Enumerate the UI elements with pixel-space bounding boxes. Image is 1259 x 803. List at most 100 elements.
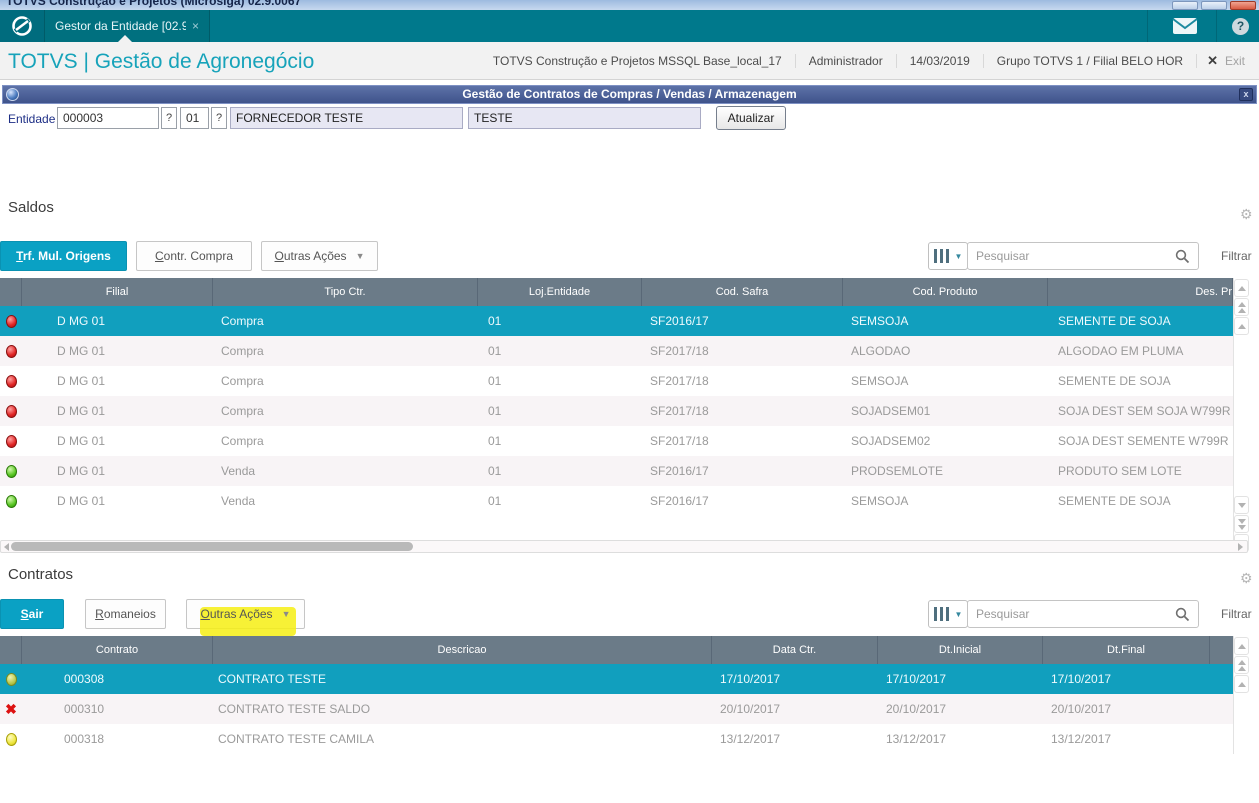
section-title-saldos: Saldos [8,199,54,216]
gear-icon[interactable]: ⚙ [1240,206,1253,222]
chevron-down-icon: ▼ [954,251,963,261]
scroll-up-button[interactable] [1234,675,1249,693]
scroll-page-down-button[interactable] [1234,515,1249,533]
status-red-icon [5,404,17,418]
minimize-button[interactable] [1172,1,1198,10]
vertical-scrollbar-contratos[interactable] [1233,636,1249,754]
exit-button[interactable]: ✕ Exit [1197,53,1255,69]
branch-label: Grupo TOTVS 1 / Filial BELO HOR [984,53,1198,68]
table-row[interactable]: 000318 CONTRATO TESTE CAMILA 13/12/2017 … [0,724,1233,754]
status-red-icon [5,374,17,388]
table-row[interactable]: D MG 01 Compra 01 SF2017/18 ALGODAO ALGO… [0,336,1233,366]
table-row[interactable]: D MG 01 Compra 01 SF2017/18 SEMSOJA SEME… [0,366,1233,396]
chevron-down-icon: ▼ [281,609,291,619]
tab-label: Gestor da Entidade [02.9.0067] [55,19,186,33]
scroll-down-button[interactable] [1234,496,1249,514]
entity-label: Entidade [8,112,56,126]
contratos-table-header: Contrato Descricao Data Ctr. Dt.Inicial … [0,636,1233,664]
tabbar-divider [1147,10,1148,42]
sair-button[interactable]: Sair [0,599,64,629]
chevron-down-icon: ▼ [954,609,963,619]
outras-acoes-button-saldos[interactable]: Outras Ações ▼ [261,241,378,271]
dialog-close-button[interactable]: x [1239,88,1253,101]
vertical-scrollbar-saldos[interactable] [1233,278,1249,553]
contratos-table: Contrato Descricao Data Ctr. Dt.Inicial … [0,636,1233,754]
help-icon[interactable]: ? [1222,10,1259,42]
header-cell-descricao[interactable]: Descricao [213,636,712,664]
table-row[interactable]: D MG 01 Compra 01 SF2017/18 SOJADSEM02 S… [0,426,1233,456]
status-red-icon [5,434,17,448]
search-input-saldos[interactable] [968,249,1175,263]
header-cell-status[interactable] [0,636,22,664]
environment-label: TOTVS Construção e Projetos MSSQL Base_l… [480,53,796,68]
table-row[interactable]: D MG 01 Venda 01 SF2016/17 SEMSOJA SEMEN… [0,486,1233,516]
saldos-table-header: Filial Tipo Ctr. Loj.Entidade Cod. Safra… [0,278,1233,306]
header-cell-dt-inicial[interactable]: Dt.Inicial [878,636,1043,664]
scroll-right-button[interactable] [1238,543,1243,551]
filter-link-contratos[interactable]: Filtrar [1221,607,1252,621]
maximize-button[interactable] [1201,1,1227,10]
header-cell-filial[interactable]: Filial [22,278,213,306]
saldos-table: Filial Tipo Ctr. Loj.Entidade Cod. Safra… [0,278,1233,516]
header-cell-data-ctr[interactable]: Data Ctr. [712,636,878,664]
scroll-page-up-button[interactable] [1234,656,1249,674]
tab-close-icon[interactable]: × [191,19,199,33]
highlight-annotation [200,607,296,636]
header-cell-loja[interactable]: Loj.Entidade [478,278,642,306]
entity-store-input[interactable] [180,107,209,129]
tab-pointer-icon [118,35,132,42]
scroll-page-up-button[interactable] [1234,298,1249,316]
scroll-up-button[interactable] [1234,637,1249,655]
date-label: 14/03/2019 [897,53,984,68]
tab-bar: Gestor da Entidade [02.9.0067] × ? [0,10,1259,42]
table-row[interactable]: ✖ 000310 CONTRATO TESTE SALDO 20/10/2017… [0,694,1233,724]
scroll-left-button[interactable] [4,543,9,551]
header-cell-tipo[interactable]: Tipo Ctr. [213,278,478,306]
table-row[interactable]: 000308 CONTRATO TESTE 17/10/2017 17/10/2… [0,664,1233,694]
entity-name-field: FORNECEDOR TESTE [230,107,463,129]
contr-compra-button[interactable]: Contr. Compra [136,241,252,271]
header-cell-safra[interactable]: Cod. Safra [642,278,843,306]
window-title: TOTVS Construção e Projetos (Microsiga) … [6,0,302,8]
scroll-up-button[interactable] [1234,317,1249,335]
exit-label: Exit [1224,53,1245,68]
status-red-icon [5,344,17,358]
table-row[interactable]: D MG 01 Compra 01 SF2017/18 SOJADSEM01 S… [0,396,1233,426]
header-cell-status[interactable] [0,278,22,306]
close-button[interactable] [1230,1,1256,10]
column-picker-button-contratos[interactable]: ▼ [928,600,968,628]
filter-link-saldos[interactable]: Filtrar [1221,249,1252,263]
status-yellow-icon [5,732,17,746]
totvs-logo-icon [0,10,44,42]
gear-icon[interactable]: ⚙ [1240,570,1253,586]
mail-icon[interactable] [1156,10,1214,42]
entity-code-lookup-button[interactable]: ? [161,107,177,129]
page-title: TOTVS | Gestão de Agronegócio [8,50,315,73]
column-picker-button-saldos[interactable]: ▼ [928,242,968,270]
entity-alias-field: TESTE [468,107,701,129]
os-titlebar: TOTVS Construção e Projetos (Microsiga) … [0,0,1259,10]
scrollbar-thumb[interactable] [11,542,413,551]
chevron-down-icon: ▼ [355,251,365,261]
app-header: TOTVS | Gestão de Agronegócio TOTVS Cons… [0,42,1259,80]
entity-store-lookup-button[interactable]: ? [211,107,227,129]
status-olive-icon [5,672,17,686]
header-cell-dt-final[interactable]: Dt.Final [1043,636,1210,664]
search-input-contratos[interactable] [968,607,1175,621]
romaneios-button[interactable]: Romaneios [85,599,166,629]
columns-icon [933,607,937,621]
status-red-icon [5,314,17,328]
section-title-contratos: Contratos [8,566,74,583]
header-cell-produto[interactable]: Cod. Produto [843,278,1048,306]
horizontal-scrollbar-saldos[interactable] [0,540,1248,553]
header-cell-contrato[interactable]: Contrato [22,636,213,664]
entity-code-input[interactable] [57,107,159,129]
table-row[interactable]: D MG 01 Venda 01 SF2016/17 PRODSEMLOTE P… [0,456,1233,486]
table-row[interactable]: D MG 01 Compra 01 SF2016/17 SEMSOJA SEME… [0,306,1233,336]
scroll-up-button[interactable] [1234,279,1249,297]
columns-icon [933,249,937,263]
header-cell-descricao[interactable]: Des. Pr [1048,278,1233,306]
update-button[interactable]: Atualizar [716,106,786,130]
trf-mul-origens-button[interactable]: Trf. Mul. Origens [0,241,127,271]
